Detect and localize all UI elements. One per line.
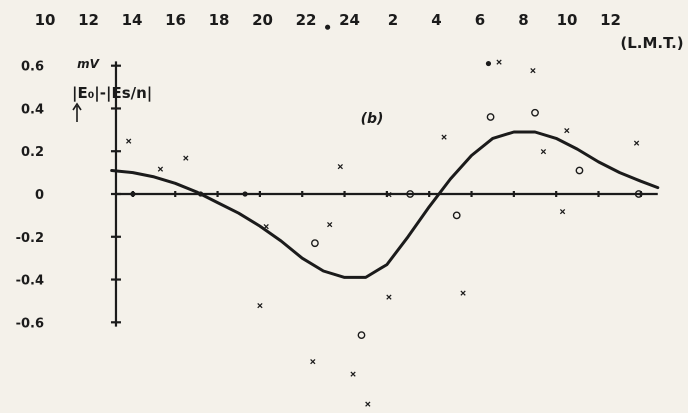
x-tick-label: 8 [518,11,528,29]
x-tick-label: 4 [431,11,441,29]
x-marker-point: × [183,152,190,165]
circle-marker-point [357,331,366,340]
circle-marker-point [575,166,584,175]
dot-marker-point [485,60,492,67]
x-marker-point: × [460,286,467,299]
x-tick-label: 10 [35,11,56,29]
x-tick-label: 6 [475,11,485,29]
dot-marker-point [130,191,136,197]
circle-marker-point [531,108,539,117]
y-axis-label-arrow [72,102,82,122]
circle-marker-point [406,190,415,198]
plot-marks: × × × × × × × × × × × × × × × × × × × × [110,24,660,411]
y-tick-marks [110,64,121,324]
y-tick-label: 0.6 [21,60,44,75]
x-tick-label: 22 [296,11,317,29]
x-marker-point: × [633,137,640,150]
x-marker-point: × [337,160,344,173]
x-tick-label: 12 [600,11,621,29]
x-marker-point: × [125,135,132,148]
y-tick-label: 0.2 [21,145,44,160]
dot-marker-point [242,191,248,197]
x-marker-point: × [563,124,570,137]
dot-marker-point [325,24,331,30]
x-tick-label: 18 [209,11,230,29]
x-marker-point: × [365,398,372,411]
circle-marker-point [634,190,643,198]
x-marker-point: × [157,162,164,175]
y-tick-label: 0 [35,188,44,203]
circle-marker-point [452,211,461,220]
x-marker-point: × [350,368,357,381]
circle-marker-point [486,113,495,121]
x-tick-label: 16 [165,11,186,29]
x-tick-label: 20 [252,11,273,29]
x-tick-label: 24 [339,11,360,29]
x-marker-point: × [441,130,448,143]
panel-label: (b) [361,111,384,127]
x-tick-label: 10 [557,11,578,29]
y-tick-labels: 0.6 0.4 0.2 0 -0.2 -0.4 -0.6 [16,60,44,332]
y-tick-label: 0.4 [21,102,44,117]
x-marker-point: × [386,291,393,304]
x-marker-point: × [530,64,537,77]
circle-marker-point [311,239,319,248]
x-tick-label: 12 [78,11,99,29]
x-unit-label: (L.M.T.) [620,34,683,52]
x-marker-point: × [263,220,270,233]
y-unit-label: mV [77,57,101,71]
x-marker-point: × [540,145,547,158]
x-marker-point: × [386,188,393,201]
x-tick-label: 2 [388,11,398,29]
x-marker-point: × [559,205,566,218]
x-marker-point: × [257,299,264,312]
x-marker-point: × [326,218,333,231]
smoothed-curve [110,130,660,279]
y-tick-label: -0.2 [16,231,44,246]
x-marker-point: × [309,355,316,368]
x-tick-label: 14 [122,11,143,29]
y-tick-label: -0.6 [16,316,44,331]
y-tick-label: -0.4 [16,274,44,289]
y-axis-label: |E₀|-|Es/n| [72,84,152,103]
x-marker-point: × [496,55,503,68]
x-tick-labels: 10 12 14 16 18 20 22 24 2 4 6 8 10 12 [35,11,621,29]
